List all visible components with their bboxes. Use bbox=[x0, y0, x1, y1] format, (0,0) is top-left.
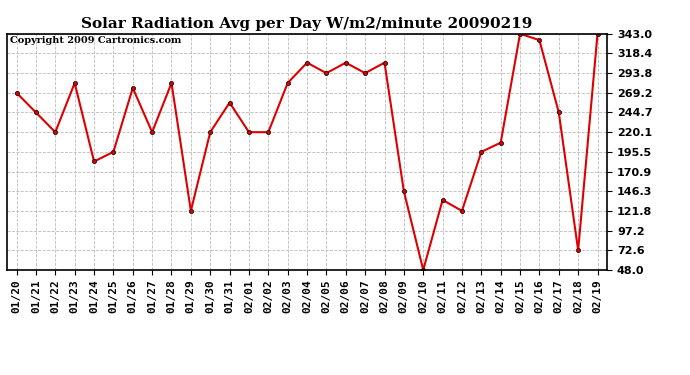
Text: Copyright 2009 Cartronics.com: Copyright 2009 Cartronics.com bbox=[10, 36, 181, 45]
Title: Solar Radiation Avg per Day W/m2/minute 20090219: Solar Radiation Avg per Day W/m2/minute … bbox=[81, 17, 533, 31]
